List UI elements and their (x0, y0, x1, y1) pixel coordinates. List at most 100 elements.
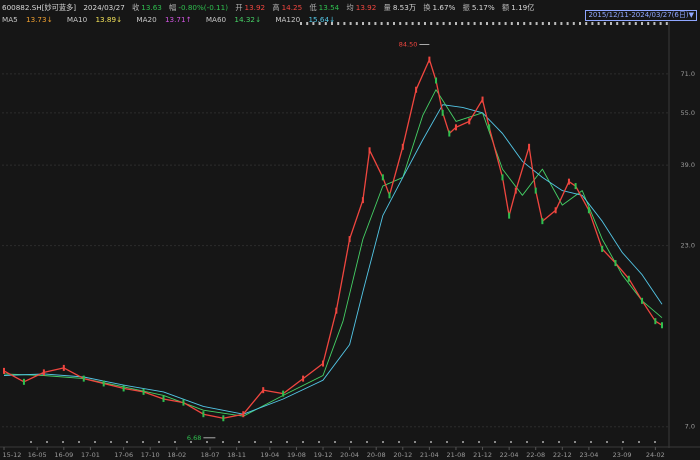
event-marker (174, 441, 176, 443)
event-marker (337, 22, 340, 25)
event-marker (486, 22, 488, 25)
x-tick-label: 22-12 (553, 451, 572, 459)
price-bar (361, 197, 364, 204)
quote-header: 600882.SH[妙可蓝多] 2024/03/27 收 13.63 幅 -0.80… (2, 1, 698, 14)
event-marker (659, 22, 662, 25)
event-marker (622, 441, 624, 443)
price-bar (348, 236, 351, 243)
ma120-item: MA120 15.64↓ (275, 15, 341, 24)
event-marker (430, 441, 432, 443)
price-bar (501, 174, 504, 181)
price-bar (401, 143, 404, 150)
price-bar (567, 178, 570, 185)
avg-value: 13.92 (355, 3, 377, 12)
event-marker (393, 22, 395, 25)
event-marker (355, 22, 358, 25)
volume-value: 8.53万 (392, 3, 417, 12)
event-marker (479, 22, 482, 25)
x-tick-label: 22-08 (526, 451, 545, 459)
event-marker (399, 22, 402, 25)
event-marker (566, 22, 569, 25)
x-tick-label: 23-04 (579, 451, 598, 459)
event-marker (362, 22, 364, 25)
y-tick-label: 39.0 (681, 161, 695, 169)
price-bar (654, 318, 657, 325)
event-marker (542, 441, 544, 443)
amount-value: 1.19亿 (511, 3, 535, 12)
event-marker (374, 22, 377, 25)
price-bar (122, 385, 125, 392)
event-marker (467, 22, 470, 25)
event-marker (398, 441, 400, 443)
x-tick-label: 16-09 (54, 451, 73, 459)
event-marker (647, 22, 650, 25)
event-marker (572, 22, 575, 25)
event-marker (206, 441, 208, 443)
event-marker (446, 441, 448, 443)
event-marker (349, 22, 352, 25)
ma10-item: MA10 13.89↓ (67, 15, 128, 24)
turnover-value: 1.67% (432, 3, 456, 12)
high-label: 高 (272, 3, 280, 12)
event-marker (448, 22, 451, 25)
high-value: 14.25 (281, 3, 303, 12)
price-bar (242, 411, 245, 418)
event-marker (126, 441, 128, 443)
low-label: 低 (309, 3, 317, 12)
event-marker (517, 22, 519, 25)
event-marker (548, 22, 550, 25)
event-marker (591, 22, 594, 25)
amplitude-value: 5.17% (471, 3, 495, 12)
event-marker (110, 441, 112, 443)
price-bar (428, 56, 431, 63)
event-marker (318, 22, 321, 25)
event-marker (585, 22, 588, 25)
price-bar (388, 192, 391, 199)
stock-code[interactable]: 600882.SH[妙可蓝多] (2, 3, 77, 12)
event-marker (504, 22, 507, 25)
ma10-name: MA10 (66, 15, 88, 24)
event-marker (312, 22, 315, 25)
event-marker (436, 22, 439, 25)
event-marker (478, 441, 480, 443)
event-marker (78, 441, 80, 443)
ma60-value: 14.32↓ (234, 15, 262, 24)
price-bar (62, 364, 65, 371)
ma5-item: MA5 13.73↓ (2, 15, 59, 24)
change-value: -0.80%(-0.11) (178, 3, 229, 12)
event-marker (590, 441, 592, 443)
price-bar (142, 388, 145, 395)
x-tick-label: 17-10 (141, 451, 160, 459)
price-bar (574, 183, 577, 190)
price-bar (488, 124, 491, 131)
close-label: 收 (132, 3, 140, 12)
event-marker (238, 441, 240, 443)
x-tick-label: 20-12 (393, 451, 412, 459)
price-bar (534, 187, 537, 194)
event-marker (574, 441, 576, 443)
open-value: 13.92 (244, 3, 266, 12)
event-marker (498, 22, 501, 25)
turnover-label: 换 (423, 3, 431, 12)
date-range-selector[interactable]: 2015/12/11-2024/03/27(6日)▼ (585, 10, 697, 21)
event-marker (368, 22, 371, 25)
event-marker (411, 22, 414, 25)
event-marker (462, 441, 464, 443)
ma10-value: 13.89↓ (95, 15, 123, 24)
event-marker (222, 441, 224, 443)
x-tick-label: 19-12 (314, 451, 333, 459)
price-bar (448, 130, 451, 137)
event-marker (473, 22, 476, 25)
event-marker (653, 22, 656, 25)
price-bar (508, 212, 511, 219)
event-marker (554, 22, 557, 25)
event-marker (654, 441, 656, 443)
event-marker (616, 22, 619, 25)
low-label: 6.68 (187, 434, 201, 442)
event-marker (430, 22, 433, 25)
event-marker (510, 22, 513, 25)
event-marker (634, 22, 637, 25)
quote-date: 2024/03/27 (83, 3, 125, 12)
ma20-item: MA20 13.71↑ (136, 15, 197, 24)
